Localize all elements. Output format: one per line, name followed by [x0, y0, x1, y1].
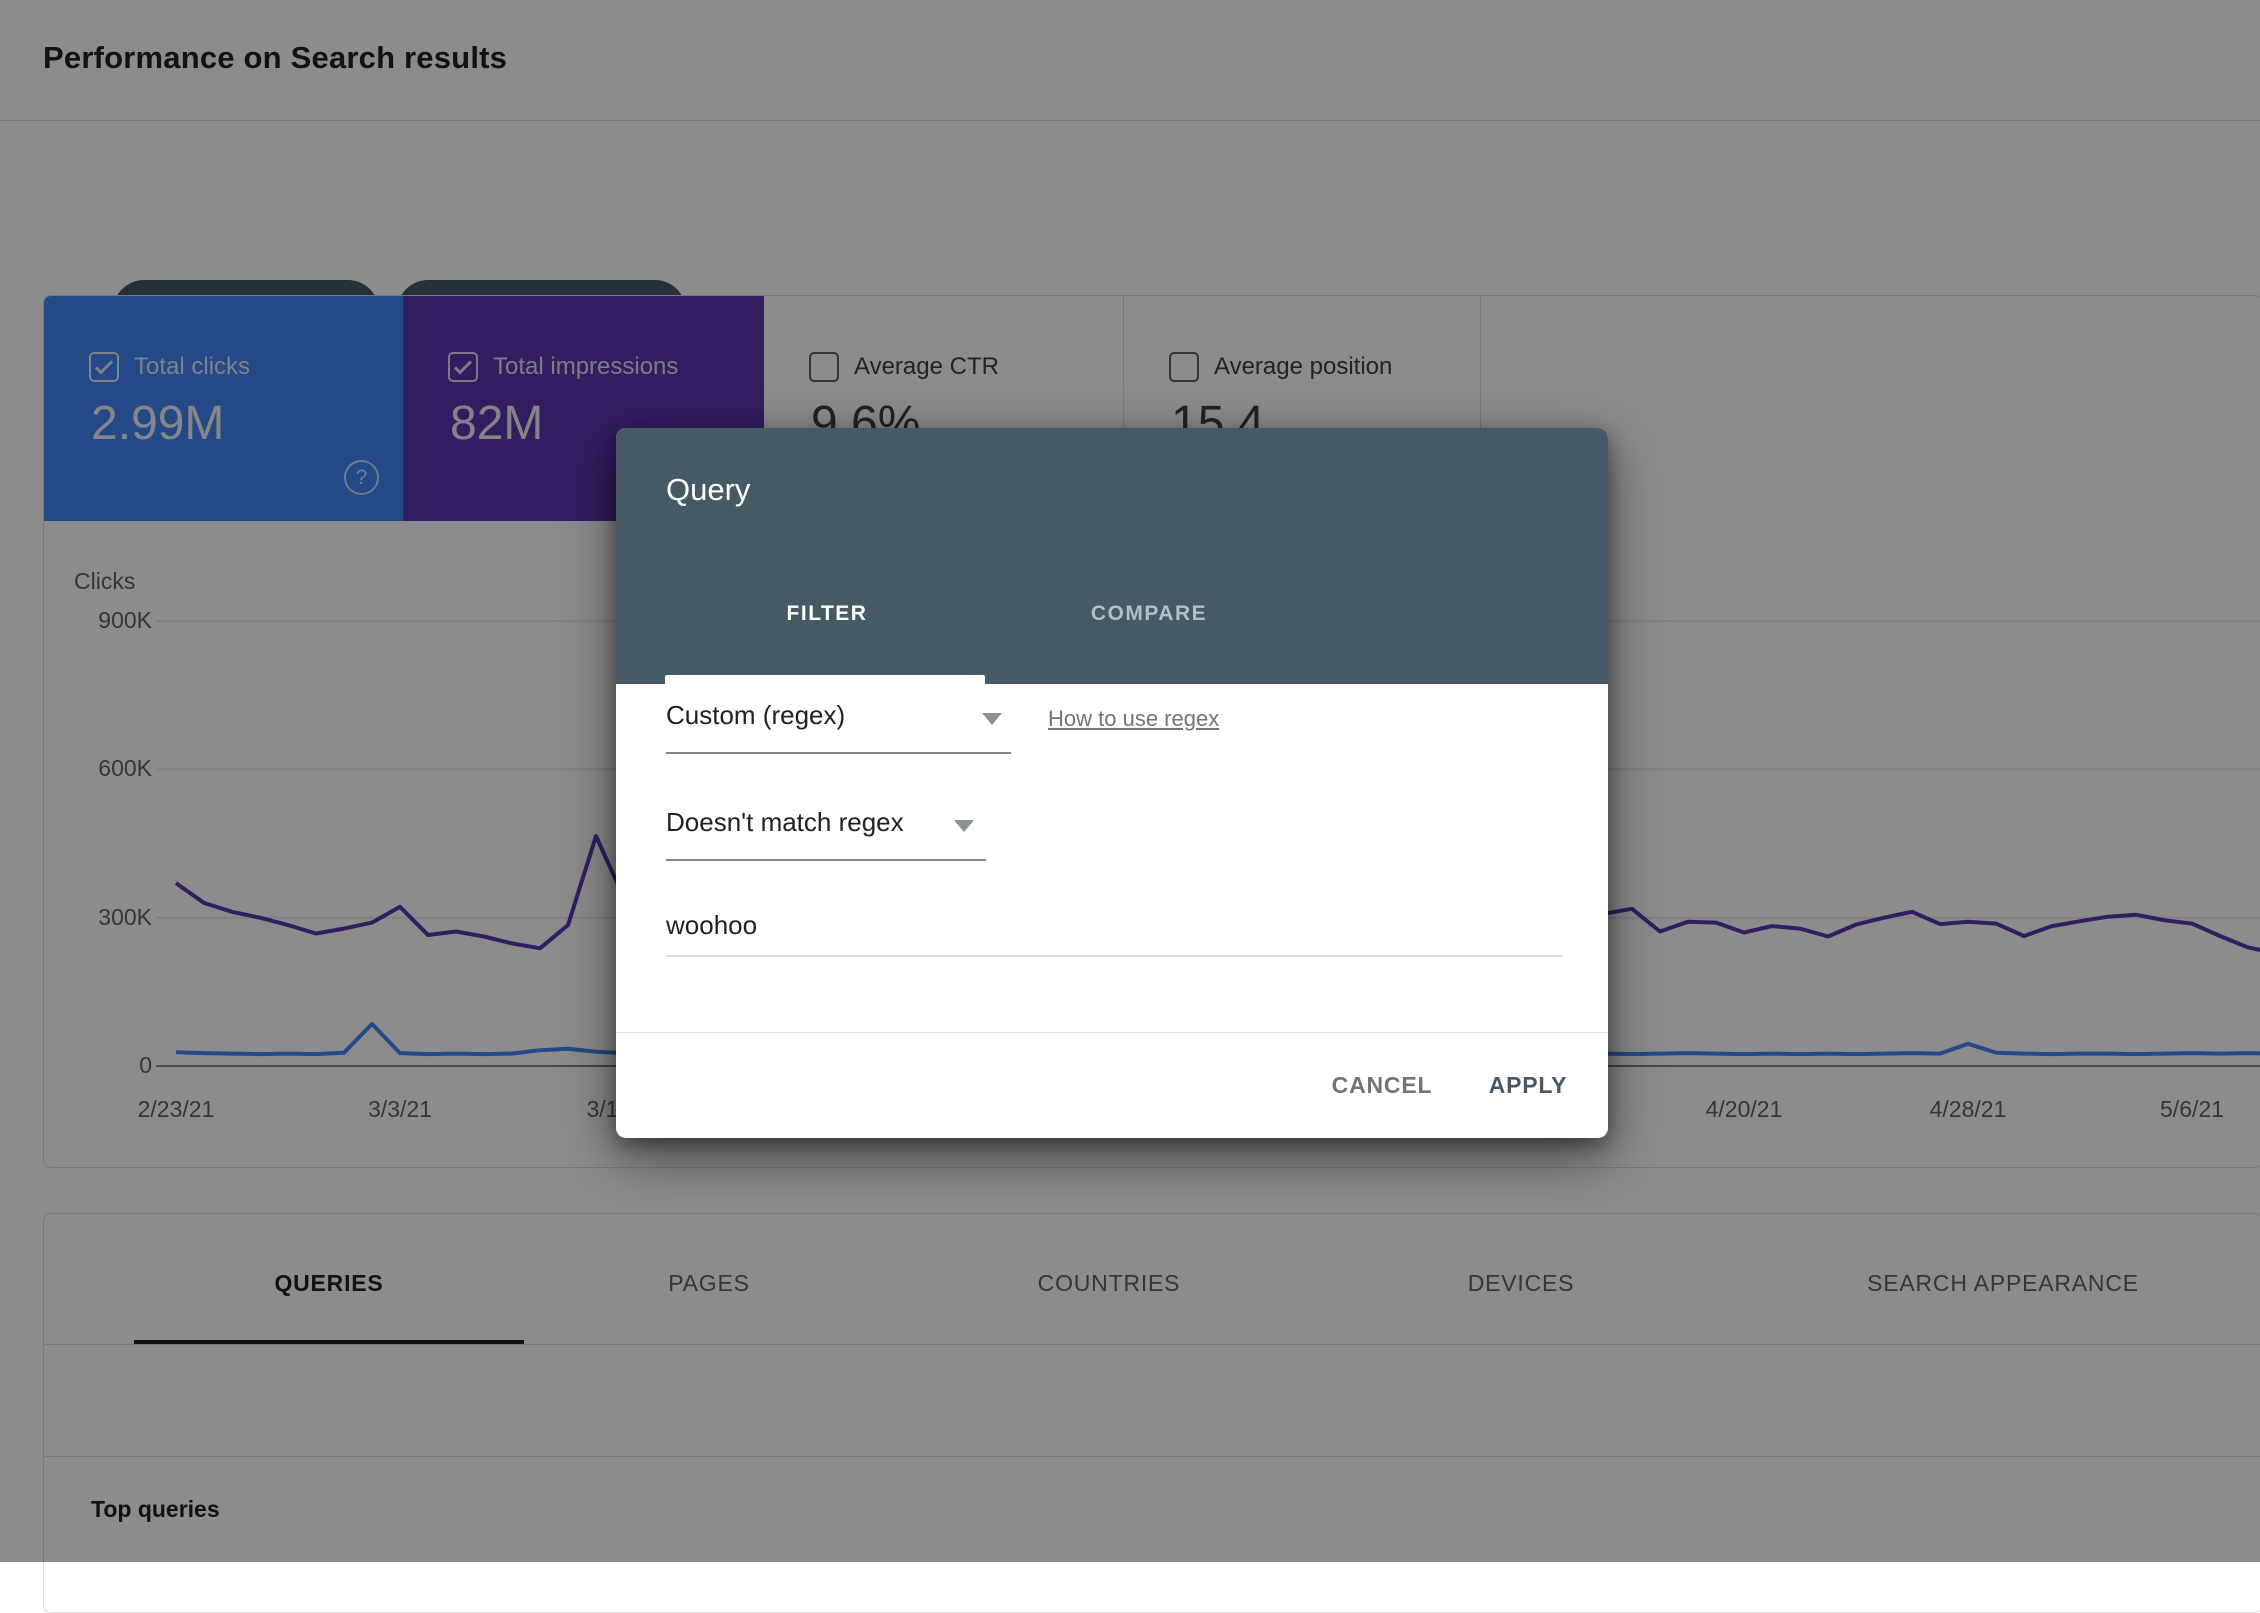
y-axis-tick: 300K — [98, 903, 152, 930]
metric-card-label: Average CTR — [854, 353, 999, 380]
divider — [44, 1344, 2260, 1345]
y-axis-tick: 0 — [139, 1052, 152, 1078]
tab-devices[interactable]: DEVICES — [1467, 1270, 1575, 1296]
table-title: Top queries — [91, 1496, 220, 1522]
metric-card-total-clicks[interactable]: Total clicks 2.99M ? — [44, 296, 403, 521]
dialog-title: Query — [666, 472, 751, 507]
metric-card-label: Total clicks — [134, 353, 251, 380]
caret-down-icon[interactable] — [954, 820, 974, 832]
divider — [44, 1456, 2260, 1457]
tab-pages[interactable]: PAGES — [668, 1270, 750, 1296]
top-app-bar: Performance on Search results — [0, 0, 2260, 121]
x-axis-tick: 3/3/21 — [368, 1096, 432, 1122]
checkbox-unchecked-icon[interactable] — [809, 352, 839, 382]
metric-card-label: Total impressions — [493, 353, 679, 380]
divider — [616, 1032, 1608, 1033]
caret-down-icon[interactable] — [982, 713, 1002, 725]
filter-type-dropdown[interactable]: Custom (regex) — [666, 700, 846, 730]
query-filter-dialog: Query FILTER COMPARE Custom (regex) How … — [616, 428, 1608, 1138]
x-axis-tick: 2/23/21 — [137, 1096, 215, 1122]
x-axis-tick: 4/20/21 — [1705, 1096, 1783, 1122]
checkbox-unchecked-icon[interactable] — [1169, 352, 1199, 382]
dialog-tab-compare[interactable]: COMPARE — [1090, 602, 1208, 625]
dropdown-underline — [666, 752, 1011, 754]
metric-card-label: Average position — [1214, 353, 1393, 380]
active-tab-indicator — [134, 1340, 524, 1344]
dimensions-table-panel: QUERIES PAGES COUNTRIES DEVICES SEARCH A… — [43, 1213, 2260, 1613]
x-axis-tick: 5/6/21 — [2160, 1096, 2224, 1122]
y-axis-tick: 600K — [98, 755, 152, 782]
y-axis-tick: 900K — [98, 607, 152, 634]
chart-y-axis-title: Clicks — [74, 568, 136, 594]
metric-card-value: 2.99M — [91, 397, 225, 450]
dropdown-underline — [666, 859, 986, 861]
regex-pattern-input[interactable]: woohoo — [666, 910, 758, 940]
dialog-header: Query FILTER COMPARE — [616, 428, 1608, 684]
tab-search-appearance[interactable]: SEARCH APPEARANCE — [1867, 1270, 2139, 1296]
tab-countries[interactable]: COUNTRIES — [1037, 1270, 1181, 1296]
active-tab-indicator — [665, 675, 985, 684]
apply-button[interactable]: APPLY — [1488, 1072, 1568, 1098]
tab-queries[interactable]: QUERIES — [274, 1270, 384, 1296]
page-title: Performance on Search results — [43, 40, 508, 75]
x-axis-tick: 4/28/21 — [1929, 1096, 2007, 1122]
question-mark-icon[interactable]: ? — [344, 460, 379, 495]
checkbox-checked-icon[interactable] — [89, 352, 119, 382]
metric-card-value: 82M — [450, 397, 544, 450]
operator-dropdown[interactable]: Doesn't match regex — [666, 807, 904, 837]
cancel-button[interactable]: CANCEL — [1331, 1072, 1433, 1098]
dialog-tab-filter[interactable]: FILTER — [786, 602, 868, 625]
how-to-use-regex-link[interactable]: How to use regex — [1048, 706, 1220, 731]
input-underline — [666, 955, 1563, 957]
checkbox-checked-icon[interactable] — [448, 352, 478, 382]
